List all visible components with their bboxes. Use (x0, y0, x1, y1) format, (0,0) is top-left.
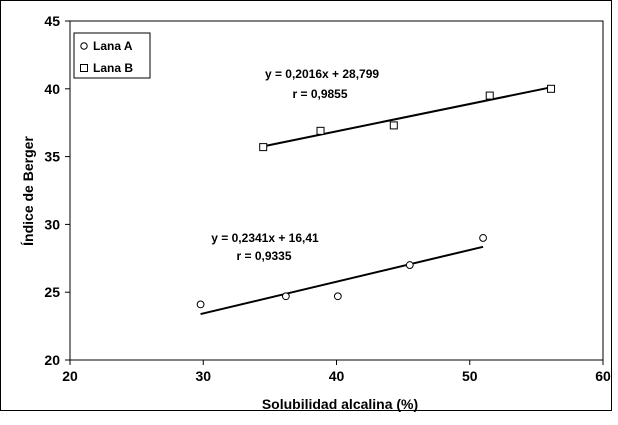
data-point-lana-b (547, 84, 556, 93)
y-tick-label: 45 (44, 13, 60, 29)
data-point-lana-b (389, 121, 398, 130)
y-axis-title: Índice de Berger (20, 136, 36, 246)
x-tick-label: 30 (195, 368, 211, 384)
data-point-lana-a (196, 300, 205, 309)
data-point-lana-a (333, 292, 342, 301)
y-tick-label: 30 (44, 216, 60, 232)
legend-marker-lana-a (80, 42, 88, 50)
chart-border (0, 0, 612, 411)
data-point-lana-b (485, 91, 494, 100)
data-points (196, 84, 556, 309)
x-tick-label: 20 (62, 368, 78, 384)
r-lana-b: r = 0,9855 (292, 87, 347, 101)
y-tick-labels: 20 25 30 35 40 45 (44, 13, 60, 368)
x-tick-label: 60 (595, 368, 611, 384)
trendlines (200, 86, 552, 316)
x-tick-label: 50 (462, 368, 478, 384)
r-lana-a: r = 0,9335 (236, 249, 291, 263)
legend-marker-lana-b (80, 64, 88, 72)
data-point-lana-b (259, 143, 268, 152)
data-point-lana-b (316, 126, 325, 135)
legend-label-lana-a: Lana A (93, 39, 133, 53)
y-tick-label: 25 (44, 284, 60, 300)
trendline-lana-a (200, 245, 484, 316)
x-tick-label: 40 (329, 368, 345, 384)
y-tick-label: 40 (44, 81, 60, 97)
y-tick-label: 35 (44, 149, 60, 165)
legend-label-lana-b: Lana B (93, 61, 133, 75)
legend: Lana A Lana B (73, 32, 151, 79)
data-point-lana-a (405, 261, 414, 269)
axis-ticks (65, 20, 604, 365)
data-point-lana-a (479, 234, 487, 242)
trendline-lana-b (263, 86, 552, 148)
eq-lana-b: y = 0,2016x + 28,799 (265, 67, 379, 81)
y-tick-label: 20 (44, 352, 60, 368)
eq-lana-a: y = 0,2341x + 16,41 (211, 231, 319, 245)
data-point-lana-a (281, 292, 290, 301)
x-axis-title: Solubilidad alcalina (%) (262, 396, 418, 412)
x-tick-labels: 20 30 40 50 60 (62, 368, 611, 384)
